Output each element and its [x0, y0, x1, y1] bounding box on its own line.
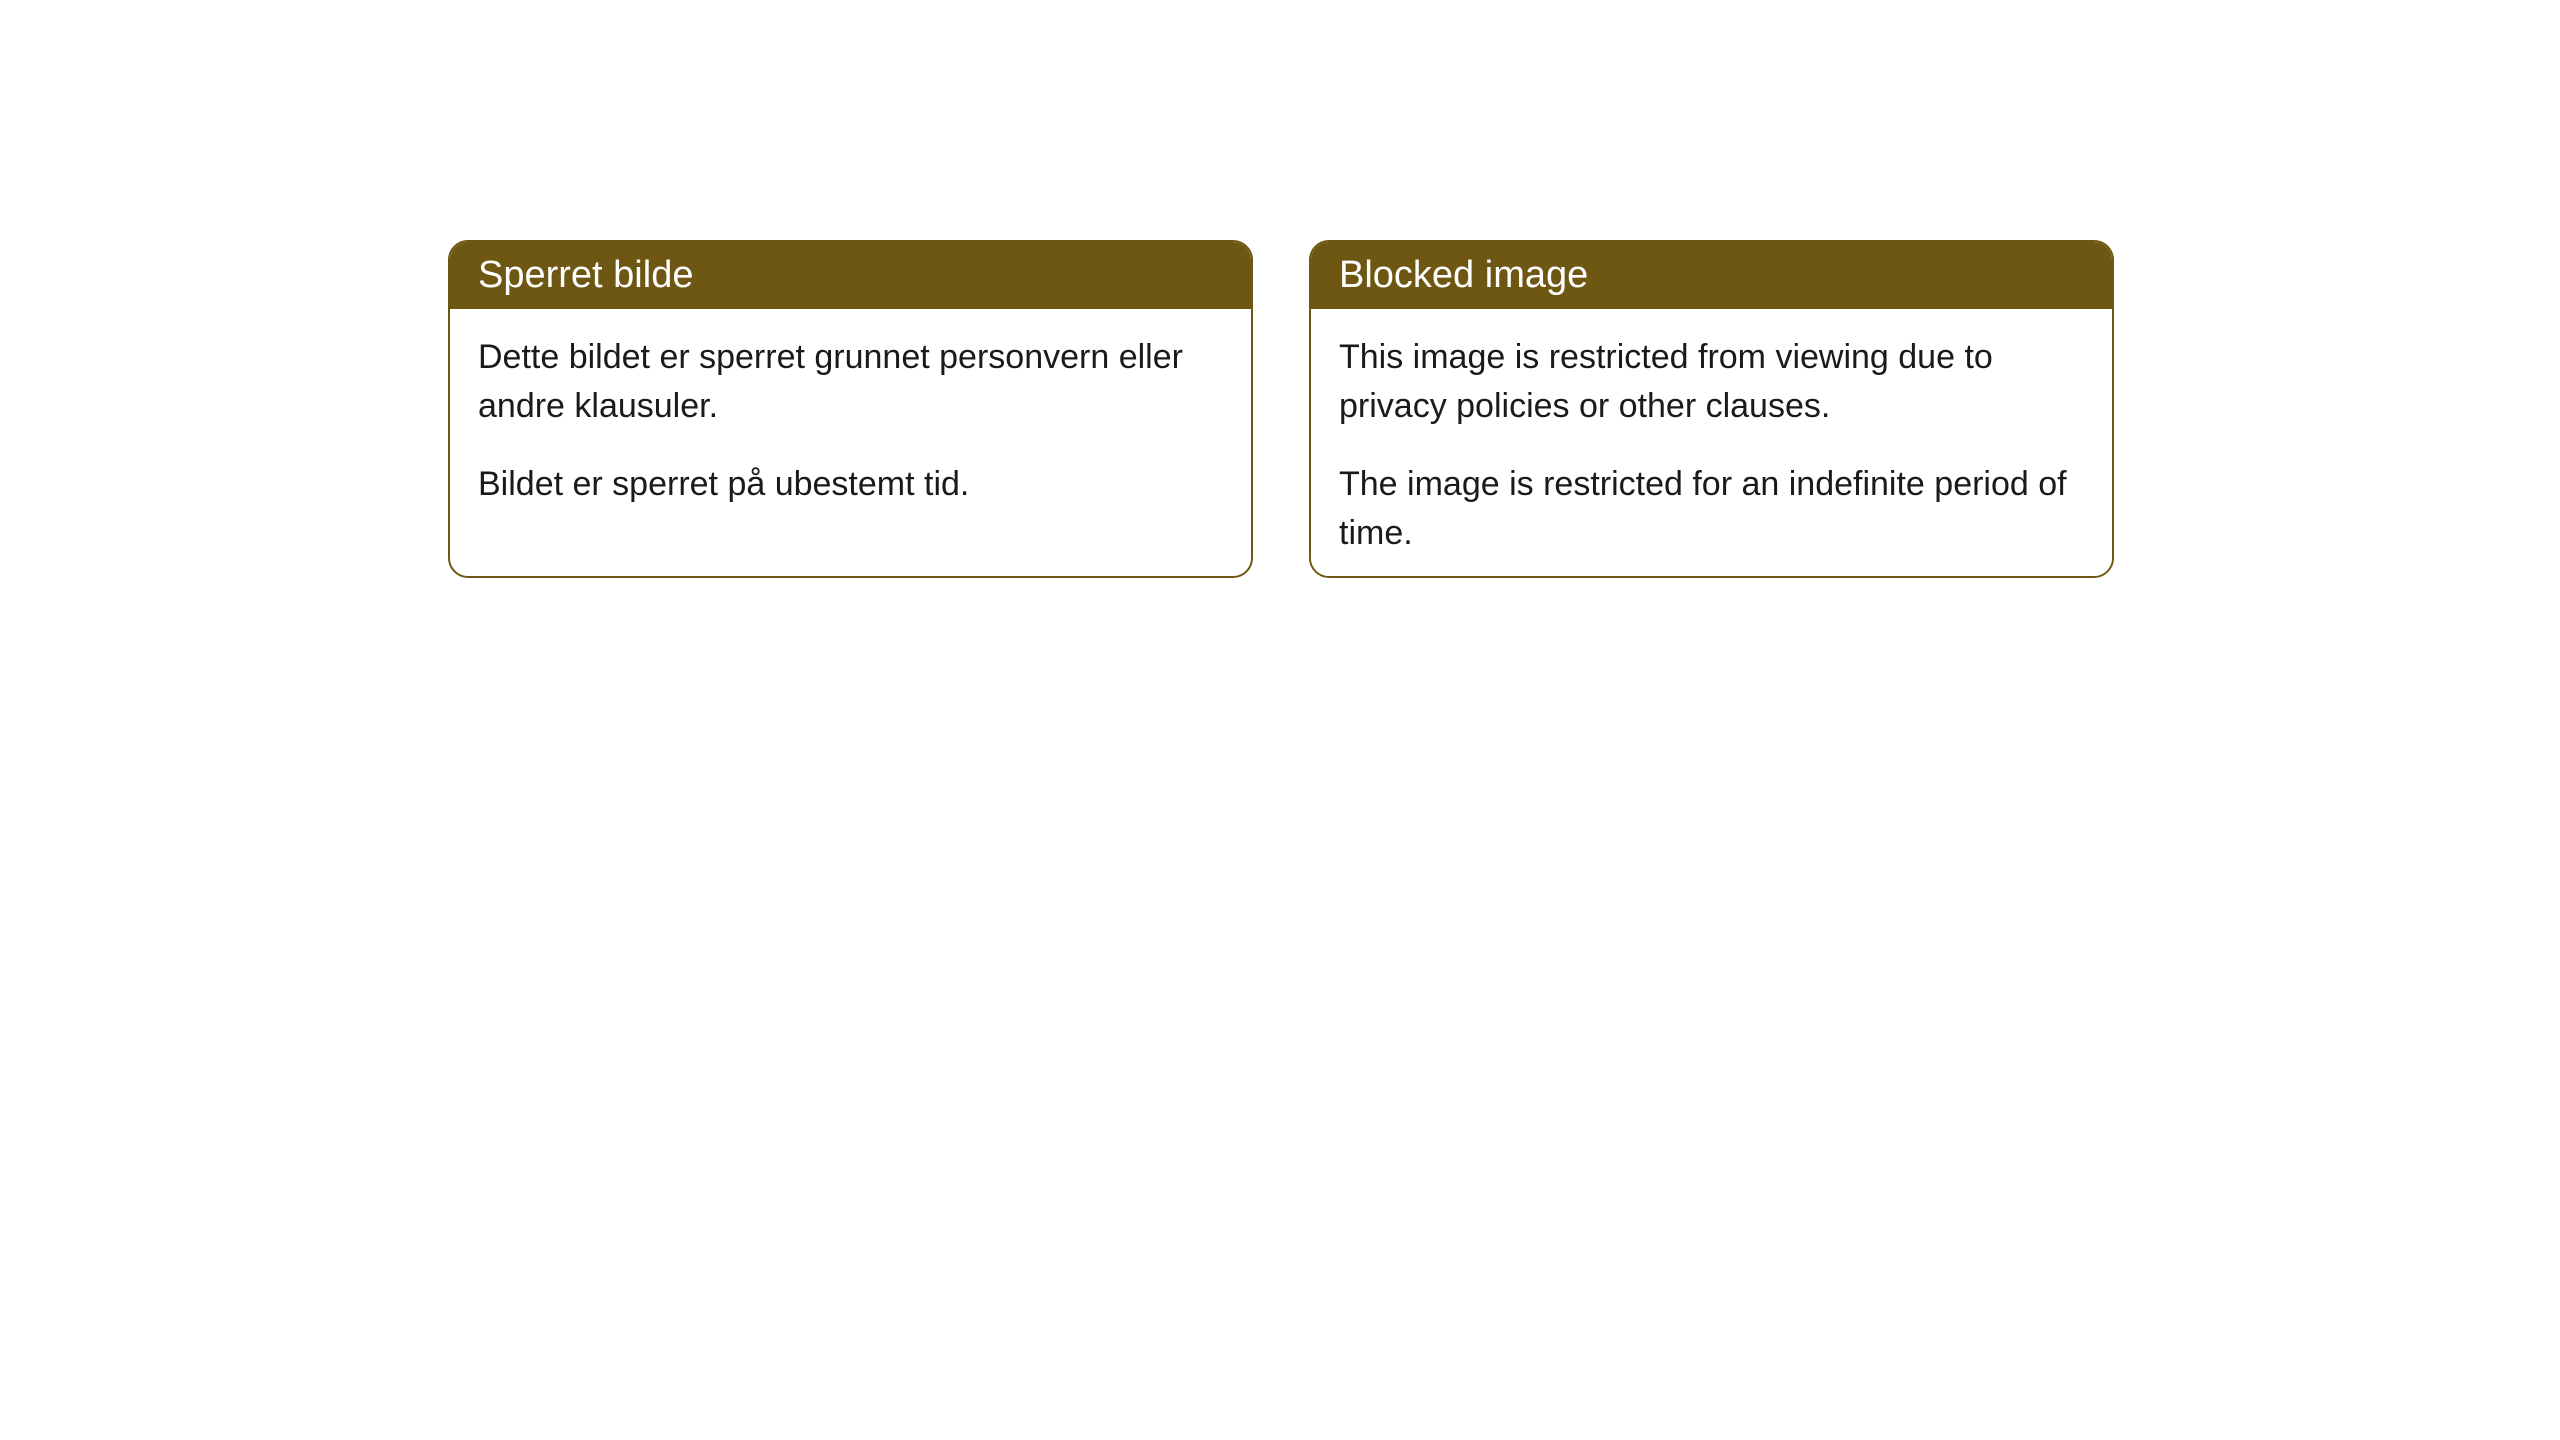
- card-title-english: Blocked image: [1339, 254, 1588, 296]
- blocked-image-card-norwegian: Sperret bilde Dette bildet er sperret gr…: [448, 240, 1253, 578]
- card-paragraph-1-norwegian: Dette bildet er sperret grunnet personve…: [478, 333, 1223, 432]
- card-header-english: Blocked image: [1311, 242, 2112, 309]
- card-paragraph-2-english: The image is restricted for an indefinit…: [1339, 460, 2084, 559]
- card-body-english: This image is restricted from viewing du…: [1311, 309, 2112, 578]
- card-paragraph-1-english: This image is restricted from viewing du…: [1339, 333, 2084, 432]
- card-paragraph-2-norwegian: Bildet er sperret på ubestemt tid.: [478, 460, 1223, 509]
- card-body-norwegian: Dette bildet er sperret grunnet personve…: [450, 309, 1251, 545]
- blocked-image-card-english: Blocked image This image is restricted f…: [1309, 240, 2114, 578]
- card-title-norwegian: Sperret bilde: [478, 254, 693, 296]
- notice-cards-container: Sperret bilde Dette bildet er sperret gr…: [448, 240, 2114, 578]
- card-header-norwegian: Sperret bilde: [450, 242, 1251, 309]
